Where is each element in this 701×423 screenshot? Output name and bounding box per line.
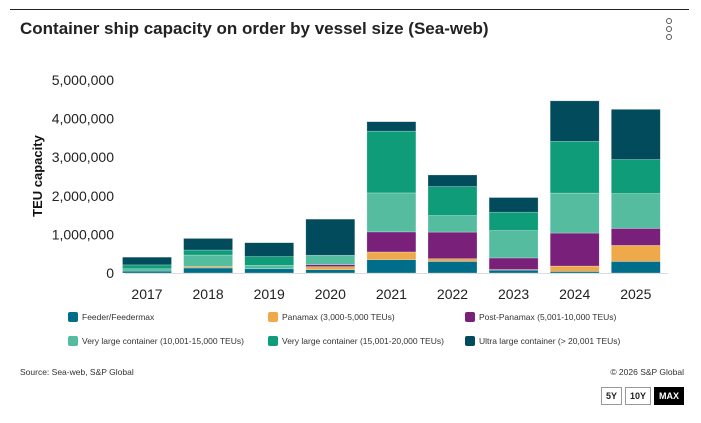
bar-segment-2019-s3[interactable] xyxy=(244,264,294,270)
bar-segment-2018-s5[interactable] xyxy=(183,238,233,251)
legend-swatch xyxy=(268,312,278,322)
legend-item[interactable]: Ultra large container (> 20,001 TEUs) xyxy=(465,336,620,346)
kebab-menu-icon[interactable] xyxy=(664,17,674,40)
bar-segment-2017-s5[interactable] xyxy=(122,256,172,266)
x-tick-label: 2025 xyxy=(620,286,651,302)
bar-segment-2020-s1[interactable] xyxy=(305,266,356,271)
bar-segment-2023-s5[interactable] xyxy=(488,197,539,213)
legend-swatch xyxy=(465,312,475,322)
legend-label: Very large container (10,001-15,000 TEUs… xyxy=(82,336,244,346)
bar-segment-2017-s4[interactable] xyxy=(122,264,172,270)
legend-label: Post-Panamax (5,001-10,000 TEUs) xyxy=(479,312,617,322)
bar-segment-2019-s0[interactable] xyxy=(244,268,294,274)
top-divider xyxy=(10,9,689,10)
bar-segment-2022-s1[interactable] xyxy=(427,258,478,262)
bar-segment-2020-s5[interactable] xyxy=(305,218,356,256)
legend-item[interactable]: Very large container (15,001-20,000 TEUs… xyxy=(268,336,444,346)
legend-label: Ultra large container (> 20,001 TEUs) xyxy=(479,336,621,346)
bar-segment-2023-s4[interactable] xyxy=(488,211,539,231)
bar-segment-2020-s0[interactable] xyxy=(305,269,356,274)
bar-segment-2022-s0[interactable] xyxy=(427,261,478,274)
x-tick-label: 2022 xyxy=(437,286,468,302)
legend-item[interactable]: Post-Panamax (5,001-10,000 TEUs) xyxy=(465,312,616,322)
bar-segment-2018-s3[interactable] xyxy=(183,254,233,267)
bar-segment-2025-s4[interactable] xyxy=(610,159,661,194)
bar-segment-2025-s1[interactable] xyxy=(610,245,661,262)
bar-segment-2020-s3[interactable] xyxy=(305,254,356,266)
bar-segment-2023-s0[interactable] xyxy=(488,269,539,274)
legend-item[interactable]: Very large container (10,001-15,000 TEUs… xyxy=(68,336,244,346)
y-tick-label: 4,000,000 xyxy=(52,111,114,127)
bar-segment-2023-s3[interactable] xyxy=(488,230,539,259)
legend-item[interactable]: Panamax (3,000-5,000 TEUs) xyxy=(268,312,395,322)
range-buttons: 5Y 10Y MAX xyxy=(600,387,684,405)
range-button-max[interactable]: MAX xyxy=(654,387,684,405)
bar-segment-2021-s5[interactable] xyxy=(366,121,417,132)
bar-segment-2025-s3[interactable] xyxy=(610,193,661,229)
bar-segment-2021-s0[interactable] xyxy=(366,259,417,274)
legend-swatch xyxy=(68,312,78,322)
y-tick-label: 3,000,000 xyxy=(52,149,114,165)
y-tick-label: 0 xyxy=(106,265,114,281)
legend-label: Very large container (15,001-20,000 TEUs… xyxy=(282,336,444,346)
x-tick-label: 2020 xyxy=(315,286,346,302)
x-tick-label: 2018 xyxy=(193,286,224,302)
bar-segment-2025-s5[interactable] xyxy=(610,109,661,160)
legend-label: Panamax (3,000-5,000 TEUs) xyxy=(282,312,395,322)
x-tick-label: 2023 xyxy=(498,286,529,302)
legend-swatch xyxy=(68,336,78,346)
bar-segment-2021-s2[interactable] xyxy=(366,231,417,253)
bar-segment-2019-s4[interactable] xyxy=(244,256,294,266)
bar-segment-2024-s2[interactable] xyxy=(549,232,600,267)
bar-segment-2024-s3[interactable] xyxy=(549,192,600,234)
bar-segment-2017-s3[interactable] xyxy=(122,268,172,272)
chart-title: Container ship capacity on order by vess… xyxy=(20,19,489,38)
bar-segment-2021-s4[interactable] xyxy=(366,130,417,194)
bar-segment-2021-s1[interactable] xyxy=(366,251,417,260)
bar-segment-2022-s4[interactable] xyxy=(427,186,478,216)
bar-segment-2022-s5[interactable] xyxy=(427,174,478,187)
bar-segment-2022-s3[interactable] xyxy=(427,215,478,233)
source-note: Source: Sea-web, S&P Global xyxy=(20,367,134,377)
bar-segment-2025-s2[interactable] xyxy=(610,228,661,246)
bar-segment-2024-s5[interactable] xyxy=(549,100,600,142)
y-tick-label: 1,000,000 xyxy=(52,226,114,242)
bar-segment-2024-s1[interactable] xyxy=(549,265,600,272)
bar-segment-2018-s0[interactable] xyxy=(183,267,233,274)
range-button-10y[interactable]: 10Y xyxy=(624,387,651,405)
x-tick-label: 2019 xyxy=(254,286,285,302)
bar-segment-2024-s4[interactable] xyxy=(549,141,600,194)
bar-segment-2018-s1[interactable] xyxy=(183,266,233,269)
copyright: © 2026 S&P Global xyxy=(610,367,684,377)
bar-segment-2021-s3[interactable] xyxy=(366,192,417,233)
legend-label: Feeder/Feedermax xyxy=(82,312,155,322)
legend-swatch xyxy=(465,336,475,346)
range-button-5y[interactable]: 5Y xyxy=(600,387,622,405)
bar-segment-2025-s0[interactable] xyxy=(610,261,661,274)
y-tick-label: 5,000,000 xyxy=(52,72,114,88)
x-tick-label: 2017 xyxy=(131,286,162,302)
bar-chart: TEU capacity 0 1,000,000 2,000,000 3,000,00… xyxy=(30,72,668,302)
bar-segment-2023-s2[interactable] xyxy=(488,257,539,270)
bar-segment-2022-s2[interactable] xyxy=(427,231,478,260)
legend-swatch xyxy=(268,336,278,346)
bar-segment-2018-s4[interactable] xyxy=(183,249,233,256)
bar-segment-2019-s5[interactable] xyxy=(244,242,294,257)
legend-item[interactable]: Feeder/Feedermax xyxy=(68,312,154,322)
x-tick-label: 2021 xyxy=(376,286,407,302)
y-axis-title: TEU capacity xyxy=(30,134,45,216)
x-tick-label: 2024 xyxy=(559,286,590,302)
y-tick-label: 2,000,000 xyxy=(52,188,114,204)
